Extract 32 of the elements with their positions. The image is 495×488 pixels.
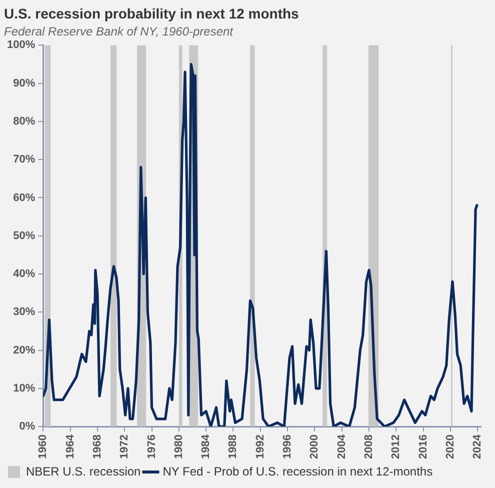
x-tick-label: 1980 <box>172 434 185 460</box>
x-tick-label: 2000 <box>308 434 321 460</box>
chart-title: U.S. recession probability in next 12 months <box>4 5 300 22</box>
x-tick-label: 1984 <box>200 434 212 460</box>
x-tick-label: 1996 <box>282 434 294 460</box>
x-tick-label: 1960 <box>37 434 50 460</box>
x-tick-label: 1972 <box>118 434 131 460</box>
y-tick-label: 50% <box>13 230 36 242</box>
x-tick-label: 2004 <box>336 434 348 460</box>
x-tick-label: 1992 <box>254 434 266 460</box>
x-tick-label: 2008 <box>363 434 376 460</box>
y-tick-label: 0% <box>19 420 36 433</box>
y-tick-label: 20% <box>13 344 36 356</box>
x-tick-label: 1964 <box>64 434 76 460</box>
x-tick-label: 2016 <box>417 434 430 460</box>
y-tick-label: 100% <box>6 39 36 52</box>
y-tick-label: 90% <box>13 77 36 90</box>
x-tick-label: 2024 <box>472 434 484 460</box>
legend-label: NBER U.S. recession <box>26 464 141 478</box>
x-tick-label: 1968 <box>91 434 104 460</box>
y-tick-label: 10% <box>13 382 36 394</box>
chart-subtitle: Federal Reserve Bank of NY, 1960-present <box>4 24 234 38</box>
y-tick-label: 70% <box>13 154 36 166</box>
y-tick-label: 60% <box>13 192 36 204</box>
legend-label: NY Fed - Prob of U.S. recession in next 12-months <box>162 464 433 478</box>
x-tick-label: 1988 <box>227 434 240 460</box>
x-tick-label: 2012 <box>390 434 402 460</box>
x-tick-label: 1976 <box>146 434 158 460</box>
y-tick-label: 40% <box>13 268 36 280</box>
y-tick-label: 80% <box>13 115 36 128</box>
y-tick-label: 30% <box>13 306 36 318</box>
x-tick-label: 2020 <box>444 434 456 460</box>
